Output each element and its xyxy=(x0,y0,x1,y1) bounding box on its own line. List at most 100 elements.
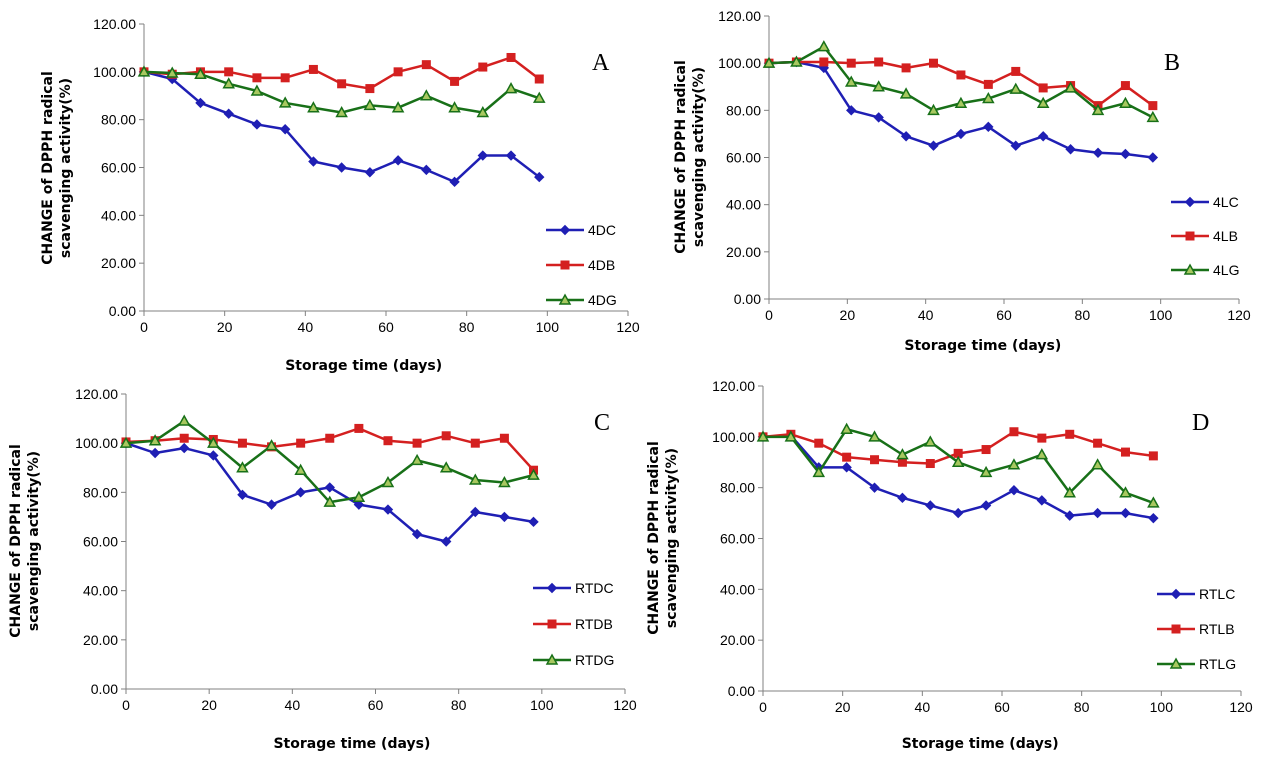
data-point xyxy=(928,140,939,151)
data-point xyxy=(477,150,489,161)
legend: RTLC RTLB RTLG xyxy=(1157,586,1236,672)
data-point xyxy=(1119,96,1132,109)
legend-item-4dc: 4DC xyxy=(546,222,616,238)
data-point xyxy=(1035,448,1049,460)
x-tick-label: 20 xyxy=(201,697,217,713)
data-point xyxy=(448,101,461,113)
y-tick-label: 120.00 xyxy=(93,16,136,32)
data-point xyxy=(449,176,460,188)
legend-label: 4LG xyxy=(1213,262,1239,278)
legend-label: 4DC xyxy=(588,222,616,238)
legend-marker xyxy=(1170,588,1182,600)
data-point xyxy=(899,87,913,99)
data-point xyxy=(364,167,376,178)
x-tick-label: 40 xyxy=(915,699,931,715)
data-point xyxy=(252,73,262,83)
data-point xyxy=(381,475,395,488)
x-axis-title: Storage time (days) xyxy=(902,736,1059,752)
panel-letter: B xyxy=(1164,50,1180,76)
data-point xyxy=(1036,96,1050,109)
legend-label: 4DG xyxy=(588,292,617,308)
y-axis-title-line: CHANGE of DPPH radical xyxy=(673,60,689,254)
data-point xyxy=(470,438,480,448)
y-axis-title-line: CHANGE of DPPH radical xyxy=(40,71,56,265)
x-tick-label: 20 xyxy=(835,699,851,715)
data-point xyxy=(924,435,937,447)
data-point xyxy=(363,98,377,111)
data-point xyxy=(469,473,482,485)
data-point xyxy=(137,65,151,77)
y-tick-label: 80.00 xyxy=(101,112,136,128)
data-point xyxy=(896,448,909,460)
data-point xyxy=(266,499,277,510)
y-tick-label: 40.00 xyxy=(720,581,755,597)
legend-marker xyxy=(558,293,572,305)
legend-item-4lg: 4LG xyxy=(1171,262,1239,278)
data-point xyxy=(534,171,545,183)
data-point xyxy=(236,461,249,473)
y-tick-label: 100.00 xyxy=(75,435,118,451)
data-point xyxy=(1065,429,1075,439)
legend-item-rtdg: RTDG xyxy=(533,652,614,668)
data-point xyxy=(440,536,452,547)
data-point xyxy=(237,438,247,448)
data-point xyxy=(842,452,852,462)
y-tick-label: 0.00 xyxy=(109,303,136,319)
data-point xyxy=(897,492,908,504)
y-axis-title: CHANGE of DPPH radical scavenging activit… xyxy=(8,444,42,638)
data-point xyxy=(149,447,161,459)
data-point xyxy=(756,430,770,442)
x-tick-label: 20 xyxy=(840,307,856,323)
data-point xyxy=(1148,512,1159,524)
data-point xyxy=(1009,82,1023,94)
data-point xyxy=(194,67,207,79)
data-point xyxy=(224,67,234,77)
data-point xyxy=(352,490,366,502)
data-point xyxy=(295,487,306,498)
y-tick-label: 20.00 xyxy=(726,244,761,260)
data-point xyxy=(1036,495,1048,506)
chart-panel-c: 0.00 20.00 40.00 60.00 80.00 100.00 120.00 0 20 4… xyxy=(8,386,637,752)
data-point xyxy=(784,430,798,442)
data-point xyxy=(222,77,235,89)
data-point xyxy=(841,462,852,473)
x-tick-label: 0 xyxy=(765,307,773,323)
legend-marker xyxy=(1185,231,1195,241)
data-point xyxy=(148,434,162,446)
data-point xyxy=(812,465,826,478)
data-point xyxy=(762,56,776,68)
data-point xyxy=(393,67,403,77)
data-point xyxy=(1146,110,1160,123)
x-axis-title: Storage time (days) xyxy=(904,338,1061,354)
data-point xyxy=(476,105,490,118)
data-point xyxy=(868,430,881,442)
data-point xyxy=(278,96,292,108)
x-tick-label: 100 xyxy=(1149,307,1173,323)
series-4dg xyxy=(137,65,546,118)
y-axis-title-line: scavenging activity(%) xyxy=(664,448,680,628)
legend-item-4lc: 4LC xyxy=(1171,194,1239,210)
data-point xyxy=(897,457,907,467)
data-point xyxy=(929,58,938,68)
y-tick-label: 20.00 xyxy=(83,632,118,648)
data-point xyxy=(1009,427,1019,437)
legend: RTDC RTDB RTDG xyxy=(533,580,614,668)
legend-marker xyxy=(547,619,557,629)
panel-letter: A xyxy=(592,50,610,76)
data-point xyxy=(208,450,219,461)
data-point xyxy=(1091,103,1105,116)
data-point xyxy=(498,475,511,488)
y-tick-label: 100.00 xyxy=(718,55,761,71)
y-tick-label: 120.00 xyxy=(718,8,761,24)
series-rtdg xyxy=(119,414,540,507)
data-point xyxy=(872,80,885,92)
data-point xyxy=(954,96,968,109)
x-tick-label: 80 xyxy=(459,319,475,335)
data-point xyxy=(1148,451,1158,461)
y-axis-title: CHANGE of DPPH radical scavenging activit… xyxy=(40,71,74,265)
data-point xyxy=(983,79,993,89)
data-point xyxy=(353,499,365,510)
data-point xyxy=(1147,496,1160,508)
y-tick-label: 20.00 xyxy=(720,632,755,648)
data-point xyxy=(1010,140,1021,151)
